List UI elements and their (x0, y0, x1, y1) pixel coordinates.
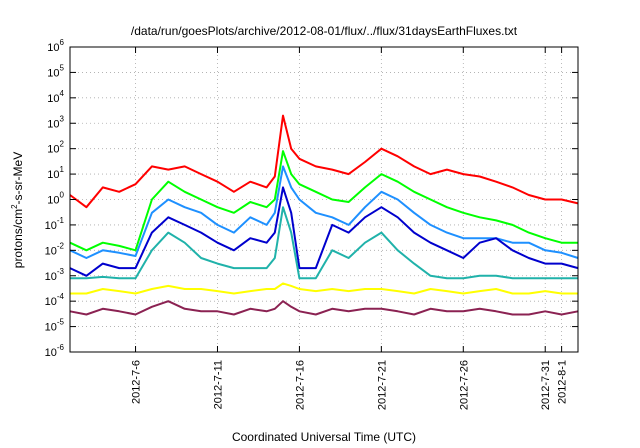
series-line-1 (69, 114, 579, 209)
series-line-6 (70, 282, 578, 295)
y-tick-label: 10-4 (45, 292, 65, 308)
y-tick-label-base: 10 (47, 42, 59, 54)
y-tick-label: 102 (47, 140, 64, 156)
y-tick-label: 104 (47, 89, 64, 105)
y-tick-label-exponent: 5 (60, 63, 65, 72)
y-tick-label-exponent: -6 (57, 343, 65, 352)
y-tick-label-base: 10 (45, 245, 57, 257)
y-tick-label: 101 (47, 165, 64, 181)
y-tick-label-exponent: 1 (60, 165, 65, 174)
y-axis-label-superscript: 2 (10, 204, 19, 209)
series-line-2 (69, 150, 578, 252)
series-line-7 (69, 300, 579, 316)
grid (70, 47, 578, 352)
y-tick-label-base: 10 (47, 118, 59, 130)
y-tick-label-exponent: -2 (57, 241, 65, 250)
x-tick-label: 2012-7-26 (458, 360, 470, 410)
y-tick-label-base: 10 (45, 347, 57, 359)
y-tick-label-base: 10 (45, 296, 57, 308)
y-tick-label-base: 10 (45, 322, 57, 334)
y-tick-label: 100 (47, 191, 64, 207)
y-tick-label: 10-6 (45, 343, 65, 359)
y-tick-label-exponent: -3 (57, 267, 65, 276)
x-tick-label: 2012-7-21 (376, 360, 388, 410)
y-tick-label-exponent: -5 (57, 318, 65, 327)
x-tick-label: 2012-8-1 (557, 360, 569, 404)
chart-title: /data/run/goesPlots/archive/2012-08-01/f… (131, 24, 518, 38)
y-tick-label: 103 (47, 114, 64, 130)
y-tick-label-exponent: 6 (60, 38, 65, 47)
y-tick-label-base: 10 (47, 93, 59, 105)
y-tick-label-base: 10 (47, 67, 59, 79)
y-tick-label-base: 10 (47, 195, 59, 207)
y-axis-label: protons/cm2-s-sr-MeV (10, 152, 25, 268)
x-tick-label: 2012-7-16 (294, 360, 306, 410)
series-line-4 (69, 186, 579, 277)
x-axis-label: Coordinated Universal Time (UTC) (232, 430, 416, 444)
y-axis-label-base: protons/cm (11, 209, 25, 268)
y-tick-label: 10-1 (45, 216, 65, 232)
x-tick-label: 2012-7-31 (540, 360, 552, 410)
y-tick-label: 105 (47, 63, 64, 79)
y-tick-label-exponent: 2 (60, 140, 65, 149)
y-tick-label: 10-2 (45, 241, 65, 257)
series-line-5 (70, 206, 578, 280)
series-line-3 (69, 165, 579, 259)
y-axis-label-rest: -s-sr-MeV (11, 152, 25, 205)
x-axis-ticks: 2012-7-6 2012-7-11 2012-7-16 2012-7-21 2012-… (131, 47, 569, 410)
y-tick-label-base: 10 (47, 144, 59, 156)
y-tick-label-exponent: -1 (57, 216, 65, 225)
y-tick-label: 10-5 (45, 318, 65, 334)
x-tick-label: 2012-7-11 (212, 360, 224, 409)
y-tick-label-exponent: 4 (60, 89, 65, 98)
y-tick-label-base: 10 (45, 271, 57, 283)
y-tick-label-base: 10 (45, 220, 57, 232)
series-layer (69, 114, 579, 316)
y-tick-label-exponent: -4 (57, 292, 65, 301)
y-tick-label: 10-3 (45, 267, 65, 283)
y-tick-label-exponent: 0 (60, 191, 65, 200)
y-tick-label-base: 10 (47, 169, 59, 181)
y-tick-label-exponent: 3 (60, 114, 65, 123)
y-tick-label: 106 (47, 38, 64, 54)
x-tick-label: 2012-7-6 (131, 360, 143, 404)
y-axis-ticks: 10-610-510-410-310-210-11001011021031041… (45, 38, 578, 359)
